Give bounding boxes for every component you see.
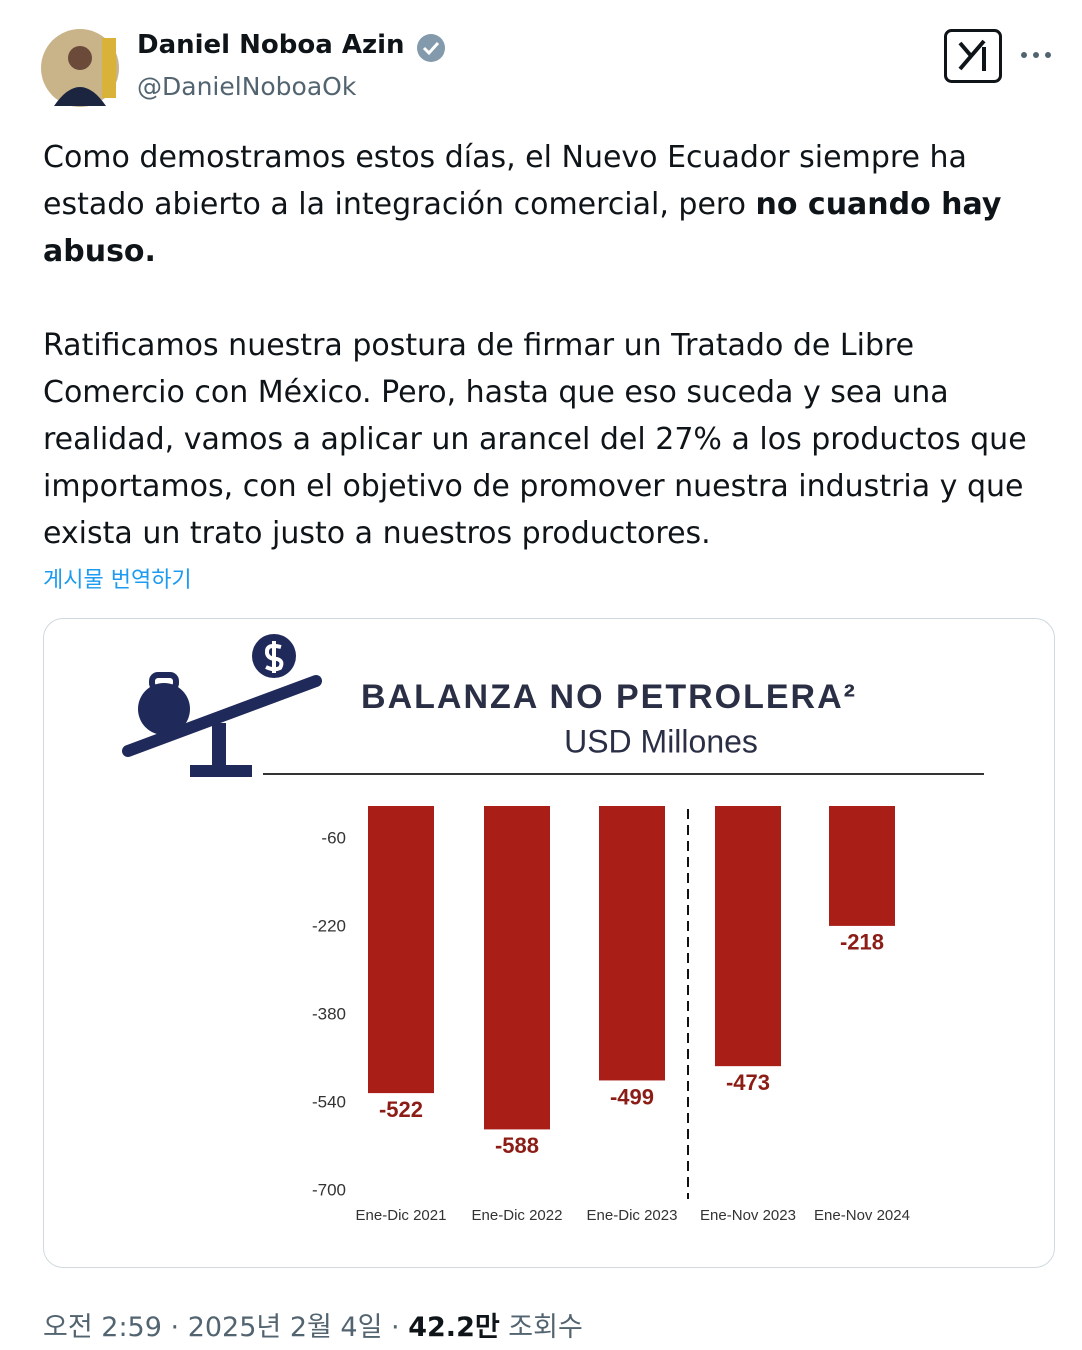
y-tick-label: -380 bbox=[312, 1004, 346, 1023]
time[interactable]: 오전 2:59 bbox=[43, 1312, 162, 1343]
y-tick-label: -540 bbox=[312, 1092, 346, 1111]
view-label: 조회수 bbox=[508, 1312, 583, 1343]
scale-icon bbox=[122, 634, 322, 777]
x-tick-label: Ene-Nov 2024 bbox=[814, 1207, 910, 1224]
x-tick-label: Ene-Dic 2022 bbox=[472, 1207, 563, 1224]
user-name[interactable]: Daniel Noboa Azin bbox=[137, 30, 405, 60]
y-tick-label: -220 bbox=[312, 916, 346, 935]
user-handle[interactable]: @DanielNoboaOk bbox=[137, 72, 357, 101]
text: Como demostramos estos días, el Nuevo Ec… bbox=[43, 140, 967, 222]
avatar[interactable] bbox=[40, 28, 120, 108]
more-button[interactable] bbox=[1018, 45, 1054, 65]
chart-subtitle: USD Millones bbox=[564, 723, 758, 759]
x-tick-label: Ene-Dic 2023 bbox=[587, 1207, 678, 1224]
data-label: -218 bbox=[840, 930, 884, 955]
chart-title: BALANZA NO PETROLERA² bbox=[361, 678, 857, 716]
y-tick-label: -700 bbox=[312, 1180, 346, 1199]
chart-image[interactable]: BALANZA NO PETROLERA² USD Millones -60 -2… bbox=[43, 618, 1055, 1268]
date[interactable]: 2025년 2월 4일 bbox=[187, 1312, 383, 1343]
data-label: -588 bbox=[495, 1133, 539, 1158]
data-label: -522 bbox=[379, 1097, 423, 1122]
bar bbox=[829, 806, 895, 926]
separator: · bbox=[391, 1312, 400, 1343]
view-count: 42.2만 bbox=[408, 1312, 500, 1343]
post-text: Como demostramos estos días, el Nuevo Ec… bbox=[43, 134, 1063, 557]
bold-text: no cuando hay abuso. bbox=[43, 187, 1002, 269]
bar bbox=[484, 806, 550, 1130]
paragraph: Como demostramos estos días, el Nuevo Ec… bbox=[43, 134, 1063, 275]
y-tick-label: -60 bbox=[321, 828, 346, 847]
grok-button[interactable] bbox=[944, 29, 1002, 83]
paragraph: Ratificamos nuestra postura de firmar un… bbox=[43, 328, 1027, 551]
bar bbox=[599, 806, 665, 1081]
data-label: -499 bbox=[610, 1084, 654, 1109]
translate-link[interactable]: 게시물 번역하기 bbox=[43, 568, 192, 593]
post-meta: 오전 2:59 · 2025년 2월 4일 · 42.2만 조회수 bbox=[43, 1305, 583, 1344]
x-tick-label: Ene-Nov 2023 bbox=[700, 1207, 796, 1224]
data-label: -473 bbox=[726, 1070, 770, 1095]
bar bbox=[715, 806, 781, 1067]
bar bbox=[368, 806, 434, 1094]
verified-badge bbox=[417, 34, 445, 62]
separator: · bbox=[170, 1312, 180, 1343]
x-tick-label: Ene-Dic 2021 bbox=[356, 1207, 447, 1224]
